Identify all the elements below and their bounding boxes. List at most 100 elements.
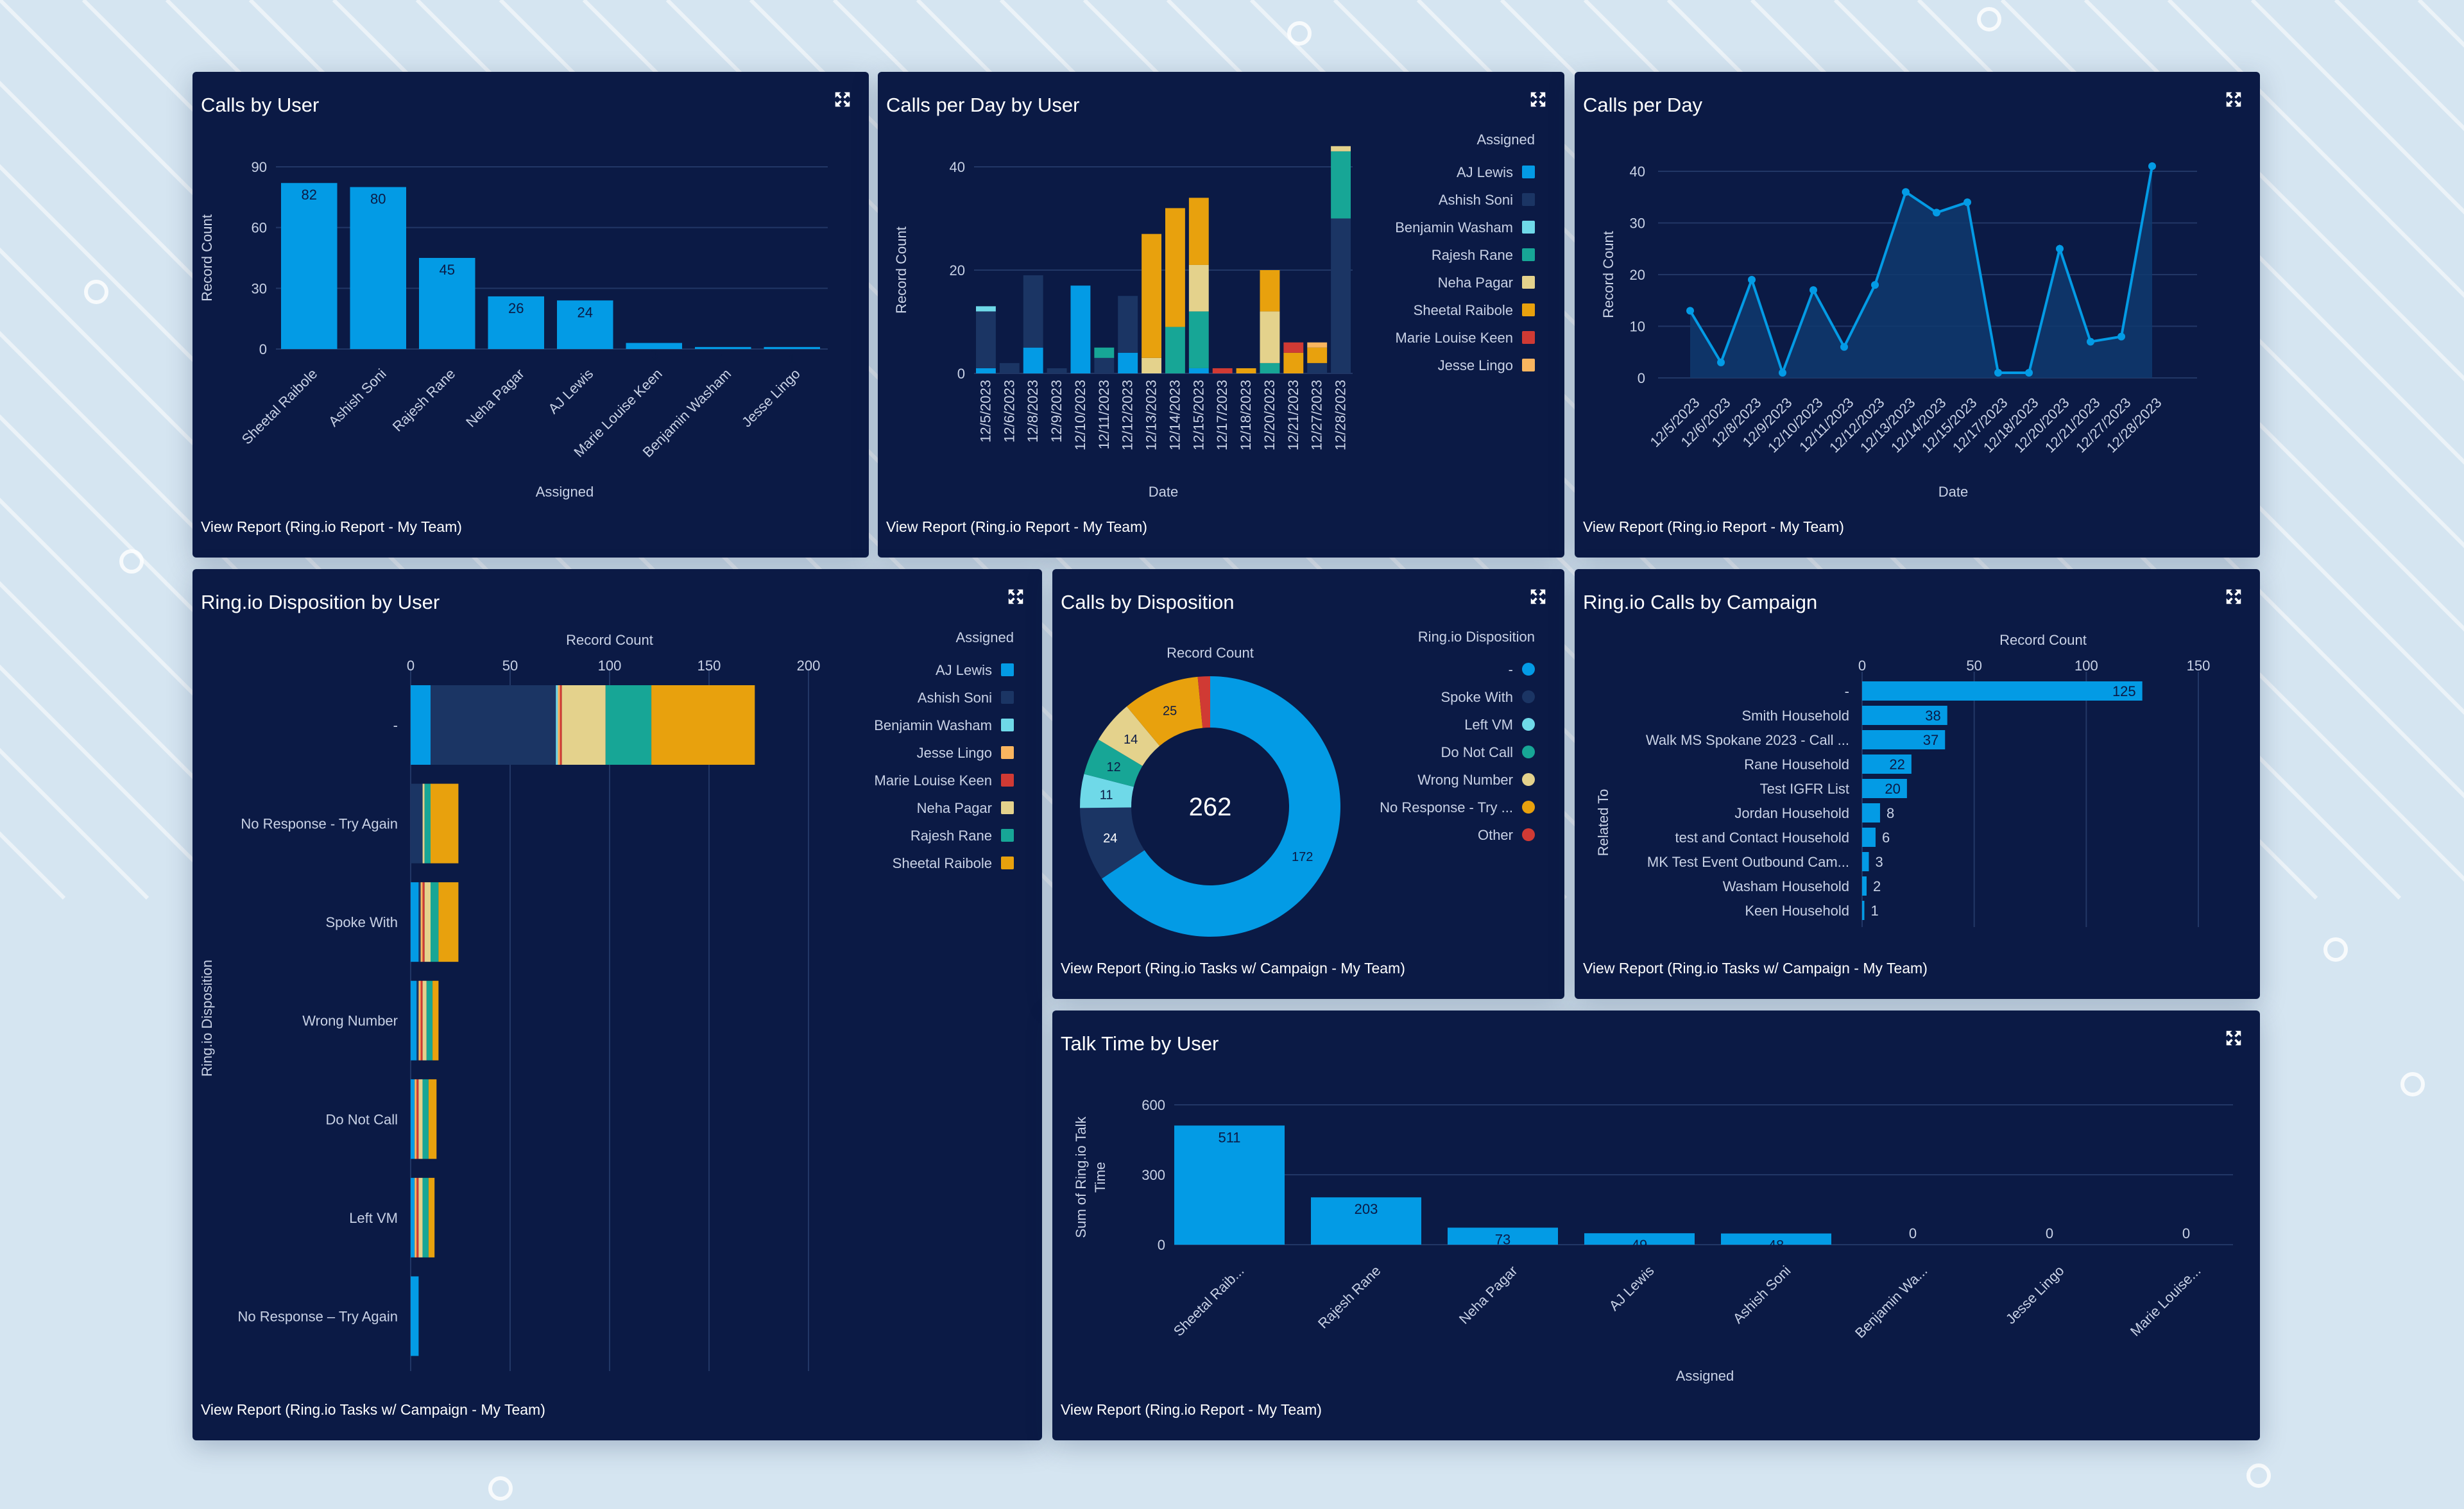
legend-item-label: Sheetal Raibole [1414,302,1513,318]
stacked-bar-segment [1188,368,1209,373]
data-label: 37 [1923,732,1938,748]
stacked-bar-segment [1331,151,1351,219]
stacked-bar-segment [418,980,421,1061]
slice-label: 172 [1292,850,1313,864]
panel-title: Calls per Day [1583,94,1703,116]
slice-label: 24 [1103,831,1117,846]
expand-arrows-icon[interactable] [2224,587,2243,606]
bar [1174,1125,1285,1245]
stacked-bar-segment [422,882,425,962]
decor-node [84,280,108,304]
x-tick-label: Marie Louise... [2127,1263,2204,1340]
stacked-bar-segment [1165,208,1185,327]
y-axis-title: Related To [1595,789,1611,857]
view-report-link[interactable]: View Report (Ring.io Report - My Team) [201,518,462,535]
decor-line [0,664,233,900]
stacked-bar-segment [411,685,431,765]
donut-slice [1080,774,1134,808]
legend-item-swatch [1522,248,1535,261]
stacked-bar-segment [1118,352,1138,373]
decor-line [2167,0,2464,298]
stacked-bar-segment [424,783,431,864]
x-tick-label: 100 [598,658,622,674]
x-tick-label: Rajesh Rane [1315,1263,1384,1332]
bar [764,346,820,349]
data-point [1840,343,1848,351]
y-tick-label: 20 [1630,267,1645,283]
view-report-link[interactable]: View Report (Ring.io Report - My Team) [886,518,1147,535]
legend-item-swatch [1522,718,1535,731]
view-report-link[interactable]: View Report (Ring.io Tasks w/ Campaign -… [201,1401,545,1418]
calls-by-user-chart: 0 30 60 90 Record Count 82 Sheetal Raibole 80 As… [199,159,828,500]
stacked-bar-segment [560,685,562,765]
legend-item-swatch [1001,691,1014,704]
legend-item-label: - [1509,661,1513,678]
view-report-link[interactable]: View Report (Ring.io Tasks w/ Campaign -… [1061,960,1405,976]
y-tick-label: 60 [252,220,267,236]
legend-item-swatch [1001,829,1014,842]
panel-title: Ring.io Disposition by User [201,591,440,613]
x-tick-label: 50 [502,658,518,674]
expand-arrows-icon[interactable] [1006,587,1025,606]
legend-item-swatch [1001,663,1014,676]
x-tick-label: Ashish Soni [325,366,389,430]
y-tick-label: Smith Household [1741,708,1849,724]
x-tick-label: Neha Pagar [1456,1263,1521,1327]
expand-arrows-icon[interactable] [833,90,852,109]
area-fill [1690,166,2152,378]
legend-item-label: AJ Lewis [1457,164,1513,180]
legend-item-label: Jesse Lingo [917,745,992,761]
stacked-bar-segment [426,980,433,1061]
stacked-bar-segment [411,882,419,962]
stacked-bar-segment [976,306,996,312]
legend-item-swatch [1522,801,1535,814]
expand-arrows-icon[interactable] [2224,1028,2243,1048]
bar [1448,1227,1558,1245]
data-label: 0 [2046,1225,2053,1241]
x-tick-label: Jesse Lingo [2003,1263,2067,1327]
decor-node [488,1476,513,1501]
expand-arrows-icon[interactable] [2224,90,2243,109]
data-label: 3 [1875,854,1883,870]
decor-line [2250,0,2464,215]
y-tick-label: test and Contact Household [1675,830,1849,846]
legend-item-label: Benjamin Washam [874,717,992,733]
decor-line [0,747,150,900]
data-label: 3 [650,347,658,363]
data-label: 6 [1882,830,1890,846]
legend-item-label: No Response - Try ... [1380,799,1513,815]
stacked-bar-segment [415,1079,417,1159]
x-tick-label: 12/18/2023 [1238,380,1254,450]
x-tick-label: 0 [407,658,415,674]
data-label: 26 [508,300,524,316]
bar [626,343,682,349]
x-tick-label: 12/5/2023 [977,380,993,443]
y-tick-label: 30 [252,280,267,296]
bar [1862,730,1946,749]
y-tick-label: 20 [950,262,965,278]
panel-calls-by-user: Calls by User 0 30 60 90 Record Count 82 Sheet… [193,72,869,558]
data-label: 73 [1495,1231,1510,1247]
view-report-link[interactable]: View Report (Ring.io Report - My Team) [1583,518,1844,535]
data-label: 0 [1909,1225,1917,1241]
donut-slice [1084,739,1143,787]
bar [419,258,475,349]
panel-calls-by-campaign: Ring.io Calls by Campaign Record Count 0 5… [1575,569,2260,999]
view-report-link[interactable]: View Report (Ring.io Report - My Team) [1061,1401,1322,1418]
x-tick-label: 100 [2075,658,2098,674]
legend-item-swatch [1522,166,1535,178]
expand-arrows-icon[interactable] [1528,587,1548,606]
stacked-bar-segment [1331,146,1351,151]
x-tick-label: 12/12/2023 [1120,380,1136,450]
view-report-link[interactable]: View Report (Ring.io Tasks w/ Campaign -… [1583,960,1928,976]
data-label: 48 [1768,1238,1784,1254]
x-tick-label: 12/15/2023 [1190,380,1206,450]
x-tick-label: Rajesh Rane [389,366,459,435]
stacked-bar-segment [411,980,417,1061]
x-tick-label: 12/27/2023 [1309,380,1325,450]
legend-item-swatch [1522,746,1535,758]
legend-item-swatch [1001,746,1014,759]
expand-arrows-icon[interactable] [1528,90,1548,109]
legend-item-label: Neha Pagar [1438,275,1513,291]
